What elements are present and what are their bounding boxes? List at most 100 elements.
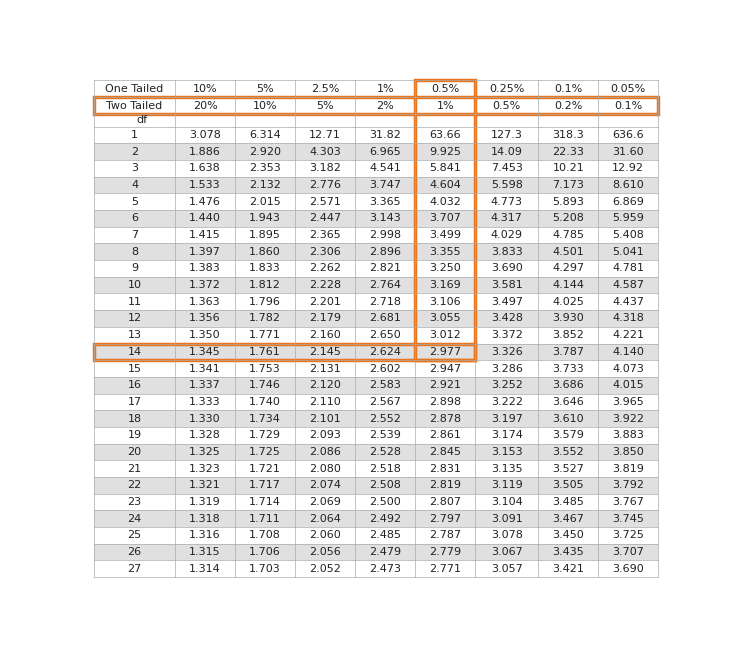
Bar: [295, 443, 355, 460]
Text: 3.707: 3.707: [612, 547, 644, 557]
Text: 3.767: 3.767: [612, 497, 644, 507]
Text: 1.372: 1.372: [189, 280, 221, 290]
Bar: [598, 277, 658, 294]
Bar: [94, 360, 175, 377]
Bar: [355, 310, 415, 327]
Bar: [235, 115, 295, 127]
Bar: [415, 81, 475, 360]
Bar: [175, 310, 235, 327]
Text: 11: 11: [128, 297, 142, 307]
Bar: [598, 360, 658, 377]
Bar: [94, 227, 175, 243]
Bar: [94, 493, 175, 510]
Text: 3.819: 3.819: [612, 464, 644, 474]
Text: 3.169: 3.169: [429, 280, 461, 290]
Text: 2.797: 2.797: [429, 514, 461, 523]
Text: 2.787: 2.787: [429, 531, 461, 540]
Text: 2.764: 2.764: [369, 280, 401, 290]
Text: 1.729: 1.729: [249, 430, 281, 440]
Bar: [355, 460, 415, 477]
Text: 18: 18: [128, 413, 142, 424]
Text: 16: 16: [128, 380, 142, 390]
Bar: [235, 443, 295, 460]
Text: 1.476: 1.476: [189, 197, 221, 207]
Bar: [235, 193, 295, 210]
Text: 12.92: 12.92: [612, 163, 644, 173]
Bar: [415, 443, 475, 460]
Bar: [295, 327, 355, 344]
Text: 17: 17: [128, 397, 142, 407]
Bar: [538, 227, 598, 243]
Text: 15: 15: [128, 363, 142, 374]
Bar: [598, 260, 658, 277]
Text: 3.286: 3.286: [491, 363, 523, 374]
Bar: [295, 143, 355, 160]
Text: 4.140: 4.140: [612, 347, 644, 357]
Bar: [235, 394, 295, 410]
Bar: [175, 81, 235, 98]
Text: 127.3: 127.3: [491, 130, 523, 140]
Bar: [598, 510, 658, 527]
Bar: [94, 160, 175, 176]
Text: 3.252: 3.252: [491, 380, 523, 390]
Text: 1.328: 1.328: [189, 430, 221, 440]
Text: 7: 7: [131, 230, 138, 240]
Bar: [295, 243, 355, 260]
Bar: [415, 460, 475, 477]
Text: 3.707: 3.707: [429, 214, 461, 223]
Text: 3.646: 3.646: [553, 397, 584, 407]
Bar: [94, 310, 175, 327]
Bar: [475, 176, 538, 193]
Bar: [538, 210, 598, 227]
Text: 3.250: 3.250: [429, 264, 461, 273]
Text: df: df: [136, 115, 148, 126]
Text: 2.056: 2.056: [309, 547, 341, 557]
Bar: [235, 160, 295, 176]
Text: 10%: 10%: [252, 101, 277, 111]
Text: 2.262: 2.262: [309, 264, 341, 273]
Text: 3.552: 3.552: [553, 447, 584, 457]
Text: 2.353: 2.353: [250, 163, 281, 173]
Bar: [598, 310, 658, 327]
Bar: [94, 143, 175, 160]
Text: 636.6: 636.6: [612, 130, 644, 140]
Bar: [295, 360, 355, 377]
Text: 2.819: 2.819: [429, 480, 461, 490]
Text: Two Tailed: Two Tailed: [106, 101, 163, 111]
Bar: [538, 460, 598, 477]
Bar: [94, 243, 175, 260]
Text: 5.208: 5.208: [552, 214, 584, 223]
Text: 1: 1: [131, 130, 138, 140]
Bar: [355, 81, 415, 98]
Text: 4.604: 4.604: [429, 180, 461, 190]
Text: 3.792: 3.792: [612, 480, 644, 490]
Text: 3.733: 3.733: [553, 363, 584, 374]
Bar: [94, 210, 175, 227]
Bar: [295, 544, 355, 561]
Bar: [475, 561, 538, 577]
Text: 5.598: 5.598: [491, 180, 523, 190]
Bar: [415, 427, 475, 443]
Bar: [355, 377, 415, 394]
Text: 1.333: 1.333: [189, 397, 221, 407]
Text: 2.015: 2.015: [250, 197, 281, 207]
Text: 2.508: 2.508: [369, 480, 401, 490]
Text: 2.365: 2.365: [309, 230, 341, 240]
Text: 1.318: 1.318: [189, 514, 221, 523]
Bar: [175, 493, 235, 510]
Text: 3.505: 3.505: [553, 480, 584, 490]
Text: 3.787: 3.787: [552, 347, 584, 357]
Text: 26: 26: [128, 547, 142, 557]
Bar: [415, 160, 475, 176]
Text: 1.721: 1.721: [250, 464, 281, 474]
Text: 2.845: 2.845: [429, 447, 461, 457]
Text: 1.717: 1.717: [250, 480, 281, 490]
Text: 9: 9: [131, 264, 138, 273]
Bar: [235, 344, 295, 360]
Bar: [598, 544, 658, 561]
Text: 4.144: 4.144: [552, 280, 584, 290]
Bar: [355, 277, 415, 294]
Bar: [475, 210, 538, 227]
Text: 3.355: 3.355: [429, 247, 461, 256]
Bar: [415, 260, 475, 277]
